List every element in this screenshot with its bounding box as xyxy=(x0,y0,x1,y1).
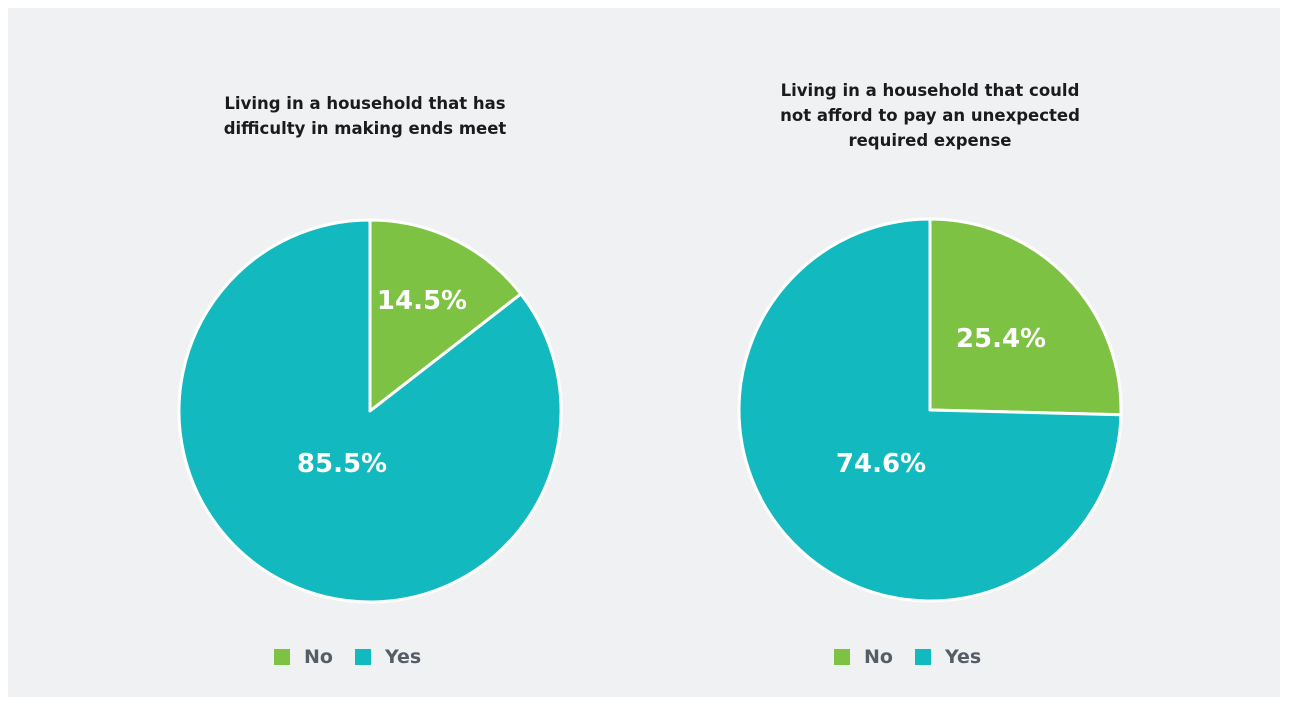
chart-title-line: not afford to pay an unexpected xyxy=(780,106,1080,125)
pie-slice-no xyxy=(368,218,523,413)
legend-unexpected-expense: No Yes xyxy=(834,646,1003,668)
chart-title-line: Living in a household that could xyxy=(780,81,1080,100)
slice-label-yes: 85.5% xyxy=(297,449,387,479)
legend-swatch-yes xyxy=(914,649,931,665)
pie-slice-yes xyxy=(737,217,1123,603)
legend-difficulty: No Yes xyxy=(274,646,443,668)
pie-slice-no xyxy=(928,217,1123,417)
legend-label-no: No xyxy=(304,646,333,668)
legend-item-yes: Yes xyxy=(914,646,982,668)
chart-title-difficulty: Living in a household that has difficult… xyxy=(155,91,575,141)
legend-label-yes: Yes xyxy=(944,646,982,668)
legend-swatch-no xyxy=(274,649,290,665)
legend-label-yes: Yes xyxy=(384,646,422,668)
pie-slice-yes xyxy=(177,218,563,604)
chart-title-line: difficulty in making ends meet xyxy=(223,119,507,138)
chart-title-line: required expense xyxy=(848,131,1012,150)
slice-label-yes: 74.6% xyxy=(836,449,926,479)
legend-swatch-yes xyxy=(354,649,371,665)
slice-label-no: 14.5% xyxy=(377,286,467,316)
legend-item-no: No xyxy=(274,646,333,668)
legend-swatch-no xyxy=(834,649,850,665)
slice-label-no: 25.4% xyxy=(956,324,1046,354)
chart-title-unexpected-expense: Living in a household that could not aff… xyxy=(715,78,1145,153)
chart-title-line: Living in a household that has xyxy=(224,94,506,113)
legend-item-no: No xyxy=(834,646,893,668)
legend-item-yes: Yes xyxy=(354,646,422,668)
legend-label-no: No xyxy=(864,646,893,668)
